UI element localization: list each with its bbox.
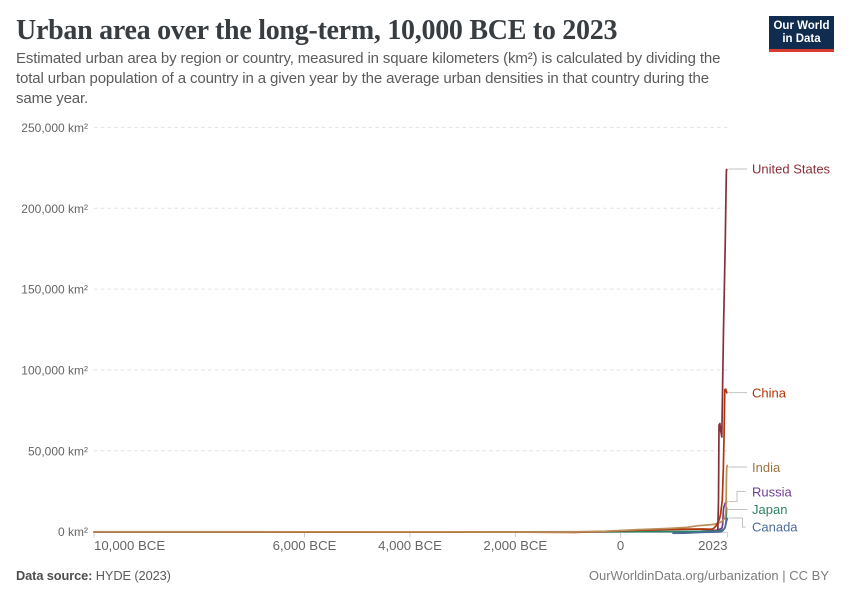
svg-text:Russia: Russia bbox=[752, 484, 793, 499]
svg-text:250,000 km²: 250,000 km² bbox=[21, 121, 88, 135]
svg-text:50,000 km²: 50,000 km² bbox=[28, 444, 88, 458]
svg-text:0 km²: 0 km² bbox=[58, 525, 88, 539]
svg-text:Japan: Japan bbox=[752, 502, 787, 517]
svg-text:200,000 km²: 200,000 km² bbox=[21, 202, 88, 216]
svg-text:100,000 km²: 100,000 km² bbox=[21, 364, 88, 378]
svg-text:6,000 BCE: 6,000 BCE bbox=[273, 538, 337, 553]
svg-text:2023: 2023 bbox=[698, 538, 727, 553]
svg-text:United States: United States bbox=[752, 162, 831, 177]
svg-text:10,000 BCE: 10,000 BCE bbox=[94, 538, 165, 553]
svg-text:4,000 BCE: 4,000 BCE bbox=[378, 538, 442, 553]
svg-text:India: India bbox=[752, 460, 781, 475]
svg-text:2,000 BCE: 2,000 BCE bbox=[483, 538, 547, 553]
svg-text:150,000 km²: 150,000 km² bbox=[21, 283, 88, 297]
svg-text:Canada: Canada bbox=[752, 520, 798, 535]
svg-text:China: China bbox=[752, 385, 787, 400]
svg-text:0: 0 bbox=[617, 538, 624, 553]
